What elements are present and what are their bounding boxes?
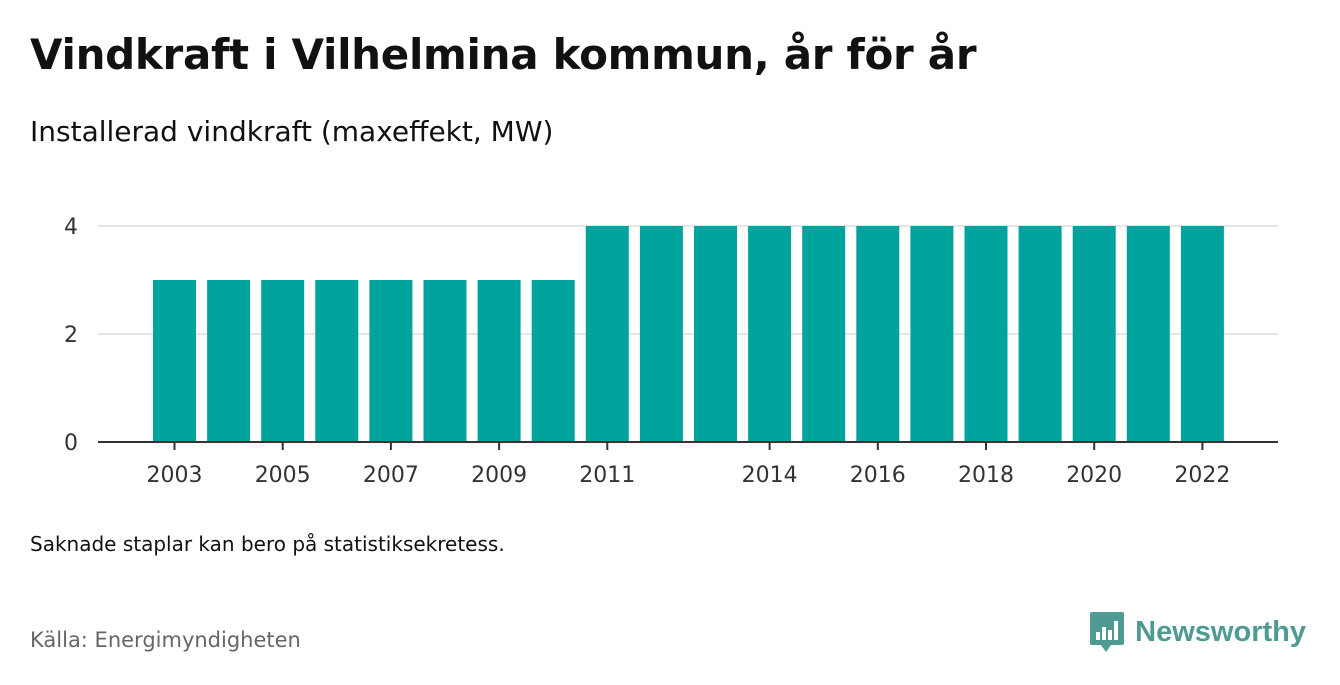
footnote: Saknade staplar kan bero på statistiksek… <box>30 532 505 556</box>
x-tick-label-2011: 2011 <box>579 463 635 488</box>
x-tick-label-2018: 2018 <box>958 463 1014 488</box>
brand-name: Newsworthy <box>1135 615 1306 648</box>
y-tick-label-0: 0 <box>64 431 78 456</box>
bar-2019 <box>1018 226 1062 442</box>
source-label: Källa: Energimyndigheten <box>30 628 301 652</box>
brand-logo: Newsworthy <box>1089 610 1306 654</box>
y-tick-label-4: 4 <box>64 215 78 240</box>
bar-chart: 0 2 4 2003 2005 2007 2009 2011 2014 2016 2018 2020 2… <box>64 215 1278 488</box>
bar-2006 <box>315 280 359 442</box>
bar-2008 <box>423 280 467 442</box>
x-tick-label-2007: 2007 <box>363 463 419 488</box>
bar-2022 <box>1180 226 1224 442</box>
axes: 0 2 4 2003 2005 2007 2009 2011 2014 2016 2018 2020 2… <box>64 215 1278 488</box>
x-tick-label-2014: 2014 <box>742 463 798 488</box>
x-tick-label-2022: 2022 <box>1174 463 1230 488</box>
chart-title: Vindkraft i Vilhelmina kommun, år för år <box>30 30 977 79</box>
bar-2015 <box>802 226 846 442</box>
bar-2021 <box>1126 226 1170 442</box>
newsworthy-logo-icon <box>1090 612 1125 652</box>
bar-2020 <box>1072 226 1116 442</box>
bar-2010 <box>531 280 575 442</box>
bar-2018 <box>964 226 1008 442</box>
x-tick-label-2003: 2003 <box>147 463 203 488</box>
bar-2012 <box>639 226 683 442</box>
bar-2009 <box>477 280 521 442</box>
bar-2003 <box>153 280 196 442</box>
x-tick-label-2009: 2009 <box>471 463 527 488</box>
x-tick-label-2016: 2016 <box>850 463 906 488</box>
x-tick-label-2005: 2005 <box>255 463 311 488</box>
bar-2014 <box>748 226 792 442</box>
bar-2013 <box>694 226 737 442</box>
bars <box>153 226 1224 442</box>
bar-2004 <box>207 280 251 442</box>
bar-2011 <box>585 226 629 442</box>
bar-2007 <box>369 280 413 442</box>
bar-2005 <box>261 280 305 442</box>
bar-2016 <box>856 226 900 442</box>
y-tick-label-2: 2 <box>64 323 78 348</box>
chart-subtitle: Installerad vindkraft (maxeffekt, MW) <box>30 115 554 148</box>
x-tick-label-2020: 2020 <box>1066 463 1122 488</box>
bar-2017 <box>910 226 954 442</box>
